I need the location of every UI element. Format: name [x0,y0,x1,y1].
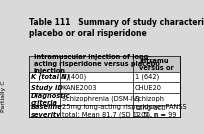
Text: Baseline
severity: Baseline severity [31,104,62,118]
Text: CHUE20: CHUE20 [135,85,162,91]
Text: Table 111   Summary of study characteristics for RCT
placebo or oral risperidone: Table 111 Summary of study characteristi… [29,18,204,38]
Bar [29,56,180,117]
Text: 25mg long-acting risperidone: PANSS
total: Mean 81.7 (SD 12.5), n = 99: 25mg long-acting risperidone: PANSS tota… [62,104,187,118]
Text: 1 (642): 1 (642) [135,74,159,80]
Text: Study ID: Study ID [31,85,63,91]
Text: Long-acti
1.01, n =: Long-acti 1.01, n = [135,105,166,118]
Text: Schizophrenia (DSM-IV): Schizophrenia (DSM-IV) [62,96,140,102]
Text: Schizoph: Schizoph [135,96,165,102]
Text: Intramu
versus or: Intramu versus or [139,58,174,71]
Text: KANE2003: KANE2003 [62,85,97,91]
Text: Partially C: Partially C [1,81,6,112]
Text: Diagnostic
criteria: Diagnostic criteria [31,93,70,106]
Text: Intramuscular injection of long-
acting risperidone versus placebo
injection: Intramuscular injection of long- acting … [34,54,160,74]
Bar [29,56,180,72]
Text: K (total N): K (total N) [31,74,69,80]
Text: 1 (400): 1 (400) [62,74,86,80]
